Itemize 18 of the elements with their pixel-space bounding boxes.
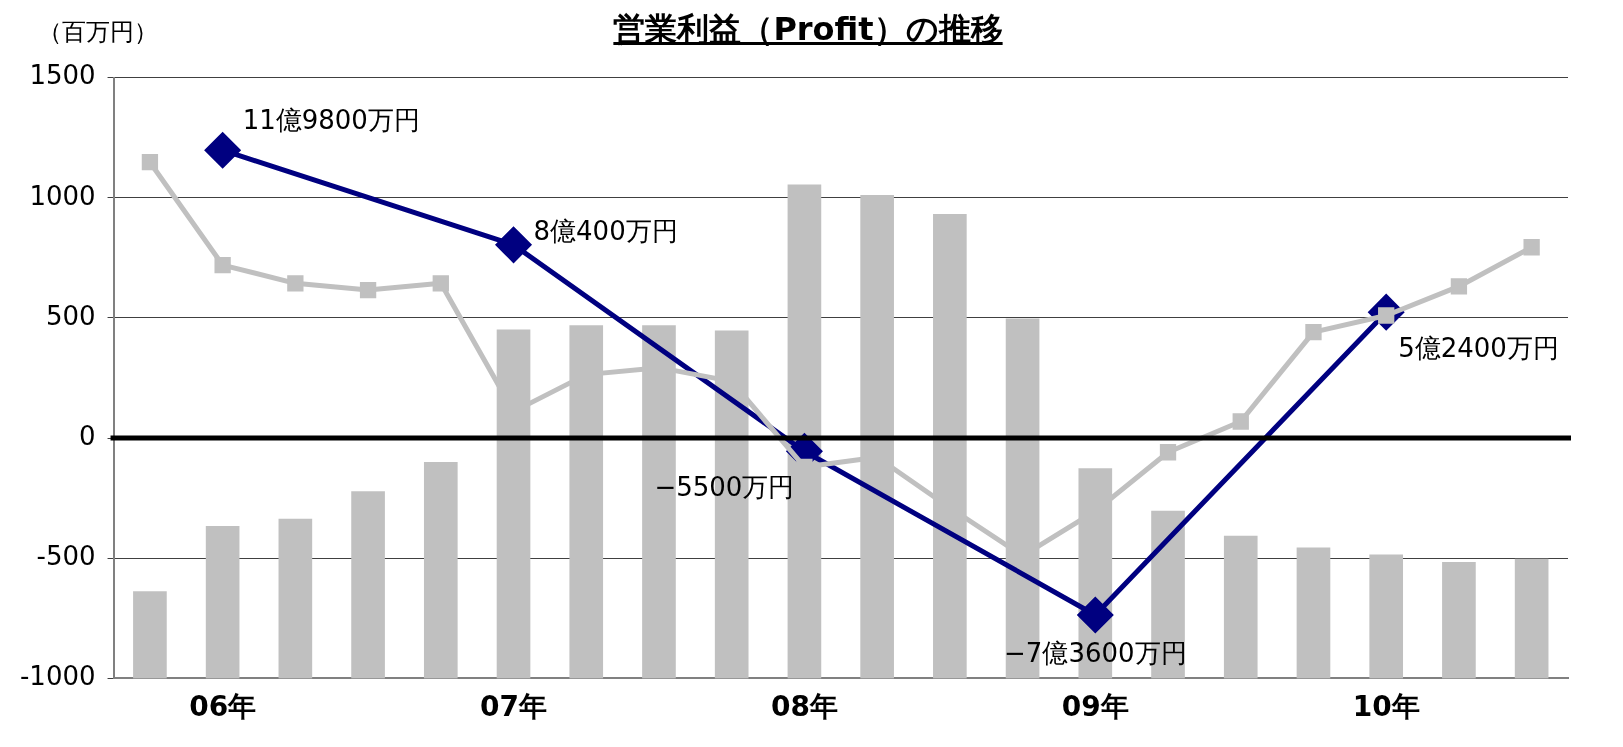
x-tick-label: 10年 <box>1352 690 1420 724</box>
y-tick-label: 500 <box>45 300 96 331</box>
y-tick-label: 1000 <box>29 180 96 211</box>
y-tick-label: -500 <box>36 540 96 571</box>
y-tick-label: 0 <box>79 420 96 451</box>
x-tick-label: 06年 <box>189 690 257 724</box>
y-tick-label: 1500 <box>29 60 96 91</box>
y-axis-title: （百万円） <box>38 17 158 48</box>
annotation: 8億400万円 <box>533 215 678 246</box>
x-tick-label: 08年 <box>770 690 838 724</box>
annotation: 11億9800万円 <box>242 104 420 135</box>
annotation: −5500万円 <box>654 472 795 503</box>
y-tick-label: -1000 <box>19 661 96 692</box>
annotation: 5億2400万円 <box>1398 332 1559 363</box>
chart-title: 営業利益（Profit）の推移 <box>613 10 1003 48</box>
annotation: −7億3600万円 <box>1004 637 1187 668</box>
x-tick-label: 07年 <box>480 690 548 724</box>
x-tick-label: 09年 <box>1061 690 1129 724</box>
